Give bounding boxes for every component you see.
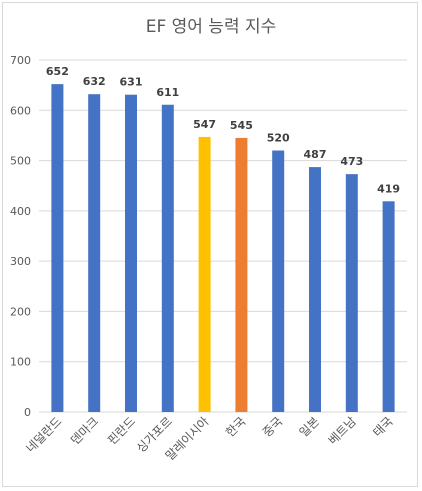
x-tick-label: 한국 bbox=[223, 414, 249, 440]
x-tick-label: 베트남 bbox=[326, 414, 359, 447]
bar bbox=[235, 137, 248, 412]
x-tick-label: 태국 bbox=[370, 414, 396, 440]
bar bbox=[88, 94, 101, 413]
bar bbox=[161, 104, 174, 413]
bar bbox=[309, 167, 321, 412]
y-tick-label: 600 bbox=[10, 104, 31, 117]
data-label: 520 bbox=[267, 132, 290, 145]
data-label: 632 bbox=[83, 75, 106, 88]
gridlines bbox=[39, 59, 407, 413]
data-label: 611 bbox=[156, 86, 179, 99]
data-label: 631 bbox=[120, 76, 143, 89]
bar bbox=[382, 201, 395, 412]
bar bbox=[272, 150, 285, 412]
data-label: 419 bbox=[377, 182, 400, 195]
data-label: 487 bbox=[304, 148, 327, 161]
x-tick-label: 덴마크 bbox=[68, 414, 101, 447]
y-tick-label: 500 bbox=[10, 155, 31, 168]
y-tick-label: 200 bbox=[10, 305, 31, 318]
x-tick-label: 네덜란드 bbox=[23, 414, 64, 455]
x-tick-label: 핀란드 bbox=[105, 414, 138, 447]
data-label: 547 bbox=[193, 118, 216, 131]
y-tick-label: 300 bbox=[10, 255, 31, 268]
bars bbox=[51, 84, 395, 413]
x-tick-label: 일본 bbox=[297, 414, 323, 440]
bar bbox=[51, 84, 64, 412]
data-label: 545 bbox=[230, 119, 253, 132]
bar bbox=[125, 94, 137, 412]
y-tick-label: 0 bbox=[24, 406, 31, 419]
data-label: 652 bbox=[46, 65, 69, 78]
bar bbox=[345, 174, 358, 412]
chart-title: EF 영어 능력 지수 bbox=[146, 17, 277, 37]
data-label: 473 bbox=[340, 155, 363, 168]
x-tick-label: 중국 bbox=[260, 414, 286, 440]
bar bbox=[198, 136, 211, 413]
y-tick-label: 700 bbox=[10, 54, 31, 67]
y-tick-label: 100 bbox=[10, 356, 31, 369]
y-tick-label: 400 bbox=[10, 205, 31, 218]
y-axis: 0 100 200 300 400 500 600 700 bbox=[10, 54, 31, 419]
data-labels: 652 632 631 611 547 545 520 487 473 419 bbox=[46, 65, 400, 195]
